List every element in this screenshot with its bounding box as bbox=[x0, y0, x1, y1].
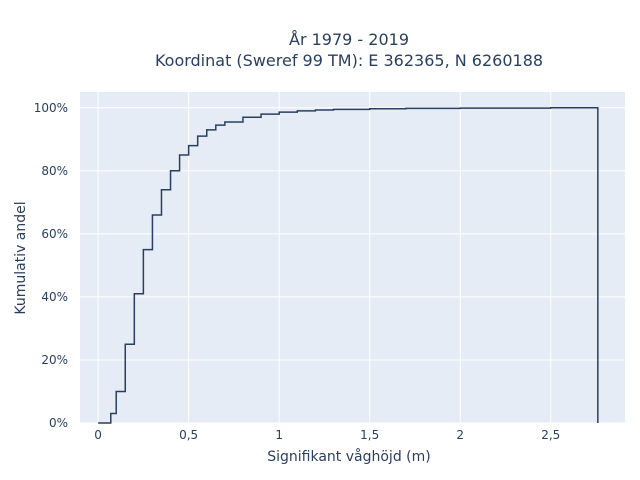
x-axis-title: Signifikant våghöjd (m) bbox=[267, 448, 430, 465]
y-tick-label: 20% bbox=[41, 353, 68, 367]
y-tick-label: 60% bbox=[41, 227, 68, 241]
y-tick-label: 40% bbox=[41, 290, 68, 304]
plot-area bbox=[80, 92, 625, 423]
cdf-step-line bbox=[98, 107, 599, 424]
chart-title-line-1: År 1979 - 2019 bbox=[289, 30, 409, 49]
x-tick-label: 0,5 bbox=[179, 428, 198, 442]
x-tick-label: 2,5 bbox=[541, 428, 560, 442]
chart-title-line-2: Koordinat (Sweref 99 TM): E 362365, N 62… bbox=[155, 51, 543, 70]
x-tick-label: 0 bbox=[94, 428, 102, 442]
x-tick-label: 1 bbox=[275, 428, 283, 442]
x-tick-label: 1,5 bbox=[360, 428, 379, 442]
x-tick-label: 2 bbox=[456, 428, 464, 442]
y-tick-label: 100% bbox=[34, 101, 68, 115]
y-tick-label: 0% bbox=[49, 416, 68, 430]
series-layer bbox=[98, 107, 599, 424]
y-axis-title: Kumulativ andel bbox=[13, 201, 29, 314]
x-tick-labels: 0 0,5 1 1,5 2 2,5 bbox=[94, 428, 560, 442]
y-tick-label: 80% bbox=[41, 164, 68, 178]
y-tick-labels: 0% 20% 40% 60% 80% 100% bbox=[34, 101, 68, 430]
